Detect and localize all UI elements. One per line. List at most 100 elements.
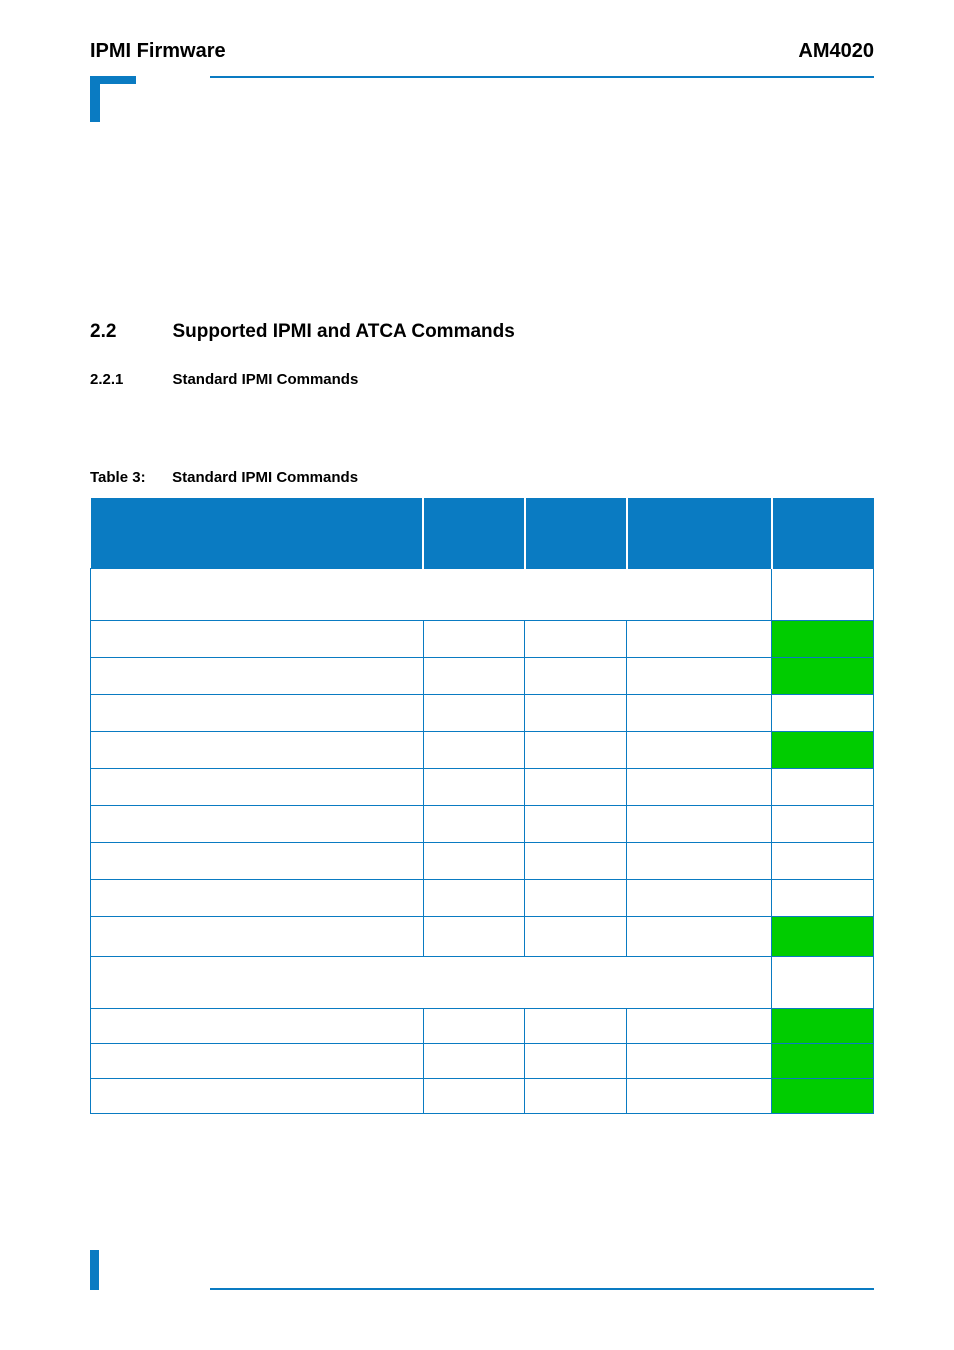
table-row xyxy=(91,731,874,768)
data-cell xyxy=(627,1008,772,1043)
footer-rule xyxy=(210,1288,874,1290)
footer-corner-icon xyxy=(90,1250,99,1290)
data-cell xyxy=(525,805,627,842)
supported-cell xyxy=(772,1008,874,1043)
table-caption-prefix: Table 3: xyxy=(90,469,168,486)
header-rule xyxy=(210,76,874,78)
data-cell xyxy=(525,1008,627,1043)
supported-cell xyxy=(772,805,874,842)
subsection-heading: 2.2.1 Standard IPMI Commands xyxy=(90,371,874,389)
data-cell xyxy=(423,1008,525,1043)
supported-cell xyxy=(772,657,874,694)
col-header-supported xyxy=(772,498,874,568)
data-cell xyxy=(91,1043,424,1078)
data-cell xyxy=(525,657,627,694)
supported-cell xyxy=(772,879,874,916)
data-cell xyxy=(627,731,772,768)
data-cell xyxy=(91,768,424,805)
col-header-spec xyxy=(627,498,772,568)
section-number: 2.2 xyxy=(90,321,168,343)
data-cell xyxy=(525,694,627,731)
page-header: IPMI Firmware AM4020 xyxy=(90,40,874,63)
data-cell xyxy=(627,1078,772,1113)
data-cell xyxy=(423,731,525,768)
ipmi-commands-table xyxy=(90,498,874,1114)
data-cell xyxy=(423,768,525,805)
header-title-left: IPMI Firmware xyxy=(90,40,226,63)
table-row xyxy=(91,568,874,620)
supported-cell xyxy=(772,842,874,879)
section-label-cell xyxy=(91,956,772,1008)
table-row xyxy=(91,694,874,731)
section-empty-cell xyxy=(772,568,874,620)
data-cell xyxy=(423,1043,525,1078)
data-cell xyxy=(423,694,525,731)
page-footer xyxy=(90,1255,874,1295)
data-cell xyxy=(423,657,525,694)
table-row xyxy=(91,842,874,879)
supported-cell xyxy=(772,768,874,805)
data-cell xyxy=(91,805,424,842)
col-header-netfn xyxy=(423,498,525,568)
data-cell xyxy=(525,731,627,768)
data-cell xyxy=(91,842,424,879)
section-heading: 2.2 Supported IPMI and ATCA Commands xyxy=(90,321,874,343)
data-cell xyxy=(627,694,772,731)
data-cell xyxy=(627,620,772,657)
table-row xyxy=(91,879,874,916)
subsection-title: Standard IPMI Commands xyxy=(172,371,358,388)
data-cell xyxy=(525,842,627,879)
data-cell xyxy=(627,916,772,956)
subsection-number: 2.2.1 xyxy=(90,371,168,388)
data-cell xyxy=(91,731,424,768)
data-cell xyxy=(627,768,772,805)
data-cell xyxy=(627,842,772,879)
table-caption: Table 3: Standard IPMI Commands xyxy=(90,469,874,486)
table-row xyxy=(91,1008,874,1043)
table-row xyxy=(91,956,874,1008)
data-cell xyxy=(525,620,627,657)
data-cell xyxy=(423,805,525,842)
data-cell xyxy=(423,916,525,956)
data-cell xyxy=(91,916,424,956)
data-cell xyxy=(91,879,424,916)
data-cell xyxy=(525,879,627,916)
table-header-row xyxy=(91,498,874,568)
supported-cell xyxy=(772,1078,874,1113)
table-row xyxy=(91,805,874,842)
section-empty-cell xyxy=(772,956,874,1008)
data-cell xyxy=(91,620,424,657)
table-row xyxy=(91,916,874,956)
col-header-command xyxy=(91,498,424,568)
table-row xyxy=(91,620,874,657)
header-title-right: AM4020 xyxy=(798,40,874,63)
data-cell xyxy=(91,657,424,694)
data-cell xyxy=(627,879,772,916)
section-title: Supported IPMI and ATCA Commands xyxy=(172,321,514,342)
section-label-cell xyxy=(91,568,772,620)
supported-cell xyxy=(772,620,874,657)
table-row xyxy=(91,657,874,694)
data-cell xyxy=(423,842,525,879)
data-cell xyxy=(91,1078,424,1113)
table-row xyxy=(91,1078,874,1113)
table-caption-title: Standard IPMI Commands xyxy=(172,469,358,486)
data-cell xyxy=(627,657,772,694)
supported-cell xyxy=(772,916,874,956)
supported-cell xyxy=(772,731,874,768)
logo-corner-icon xyxy=(90,76,136,122)
data-cell xyxy=(91,694,424,731)
data-cell xyxy=(525,1043,627,1078)
supported-cell xyxy=(772,694,874,731)
data-cell xyxy=(423,1078,525,1113)
data-cell xyxy=(91,1008,424,1043)
data-cell xyxy=(423,879,525,916)
data-cell xyxy=(525,768,627,805)
data-cell xyxy=(525,1078,627,1113)
data-cell xyxy=(423,620,525,657)
col-header-cmd xyxy=(525,498,627,568)
data-cell xyxy=(525,916,627,956)
data-cell xyxy=(627,805,772,842)
supported-cell xyxy=(772,1043,874,1078)
header-rule-area xyxy=(90,71,874,141)
